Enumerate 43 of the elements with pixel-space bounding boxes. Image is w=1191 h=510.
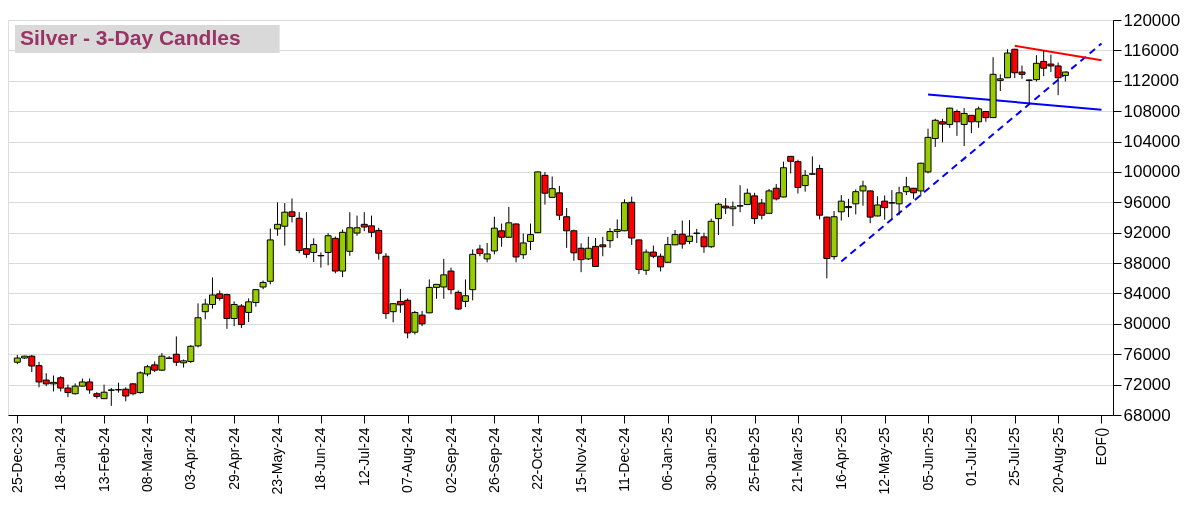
x-tick-label: 23-May-24 [269, 427, 286, 495]
x-tick-label: 07-Aug-24 [399, 427, 416, 493]
x-tick-label: 12-May-25 [876, 427, 893, 495]
x-tick-label: 03-Apr-24 [182, 427, 199, 490]
x-tick-label: 21-Mar-25 [789, 427, 806, 493]
y-tick-label: 76000 [1123, 344, 1171, 364]
x-tick-label: 11-Dec-24 [615, 427, 632, 492]
x-tick-label: 01-Jul-25 [962, 427, 979, 486]
y-tick-label: 80000 [1123, 314, 1171, 334]
x-tick-label: 25-Jul-25 [1006, 427, 1023, 486]
y-tick-label: 104000 [1123, 132, 1181, 152]
x-tick-label: 13-Feb-24 [95, 427, 112, 493]
x-tick-label: 05-Jun-25 [919, 427, 936, 491]
x-tick-label: 25-Feb-25 [746, 427, 763, 493]
x-tick-label: 16-Apr-25 [832, 427, 849, 490]
x-tick-label: 02-Sep-24 [442, 427, 459, 493]
y-tick-label: 68000 [1123, 405, 1171, 425]
y-tick-label: 108000 [1123, 101, 1181, 121]
x-tick-label: 18-Jun-24 [312, 427, 329, 491]
y-tick-label: 120000 [1123, 10, 1181, 30]
x-tick-label: 26-Sep-24 [485, 427, 502, 493]
y-tick-label: 116000 [1123, 40, 1179, 60]
y-tick-label: 100000 [1123, 162, 1181, 182]
y-tick-label: 96000 [1123, 192, 1171, 212]
x-tick-label: 25-Dec-23 [8, 427, 25, 493]
x-tick-label: 20-Aug-25 [1049, 427, 1066, 493]
x-tick-label: 06-Jan-25 [659, 427, 676, 491]
x-tick-label: 12-Jul-24 [355, 427, 372, 486]
x-tick-label: 22-Oct-24 [529, 427, 546, 490]
candlestick [317, 251, 325, 269]
x-tick-label: EOF() [1092, 427, 1109, 466]
y-tick-label: 88000 [1123, 253, 1171, 273]
x-tick-label: 18-Jan-24 [52, 427, 69, 491]
x-tick-label: 29-Apr-24 [225, 427, 242, 490]
chart-title: Silver - 3-Day Candles [20, 26, 241, 49]
y-tick-label: 112000 [1123, 71, 1179, 91]
x-tick-label: 30-Jan-25 [702, 427, 719, 491]
x-tick-label: 15-Nov-24 [572, 427, 589, 493]
y-tick-label: 72000 [1123, 375, 1171, 395]
y-tick-label: 84000 [1123, 283, 1171, 303]
candlestick [527, 223, 534, 251]
x-tick-label: 08-Mar-24 [138, 427, 155, 493]
y-tick-label: 92000 [1123, 223, 1171, 243]
